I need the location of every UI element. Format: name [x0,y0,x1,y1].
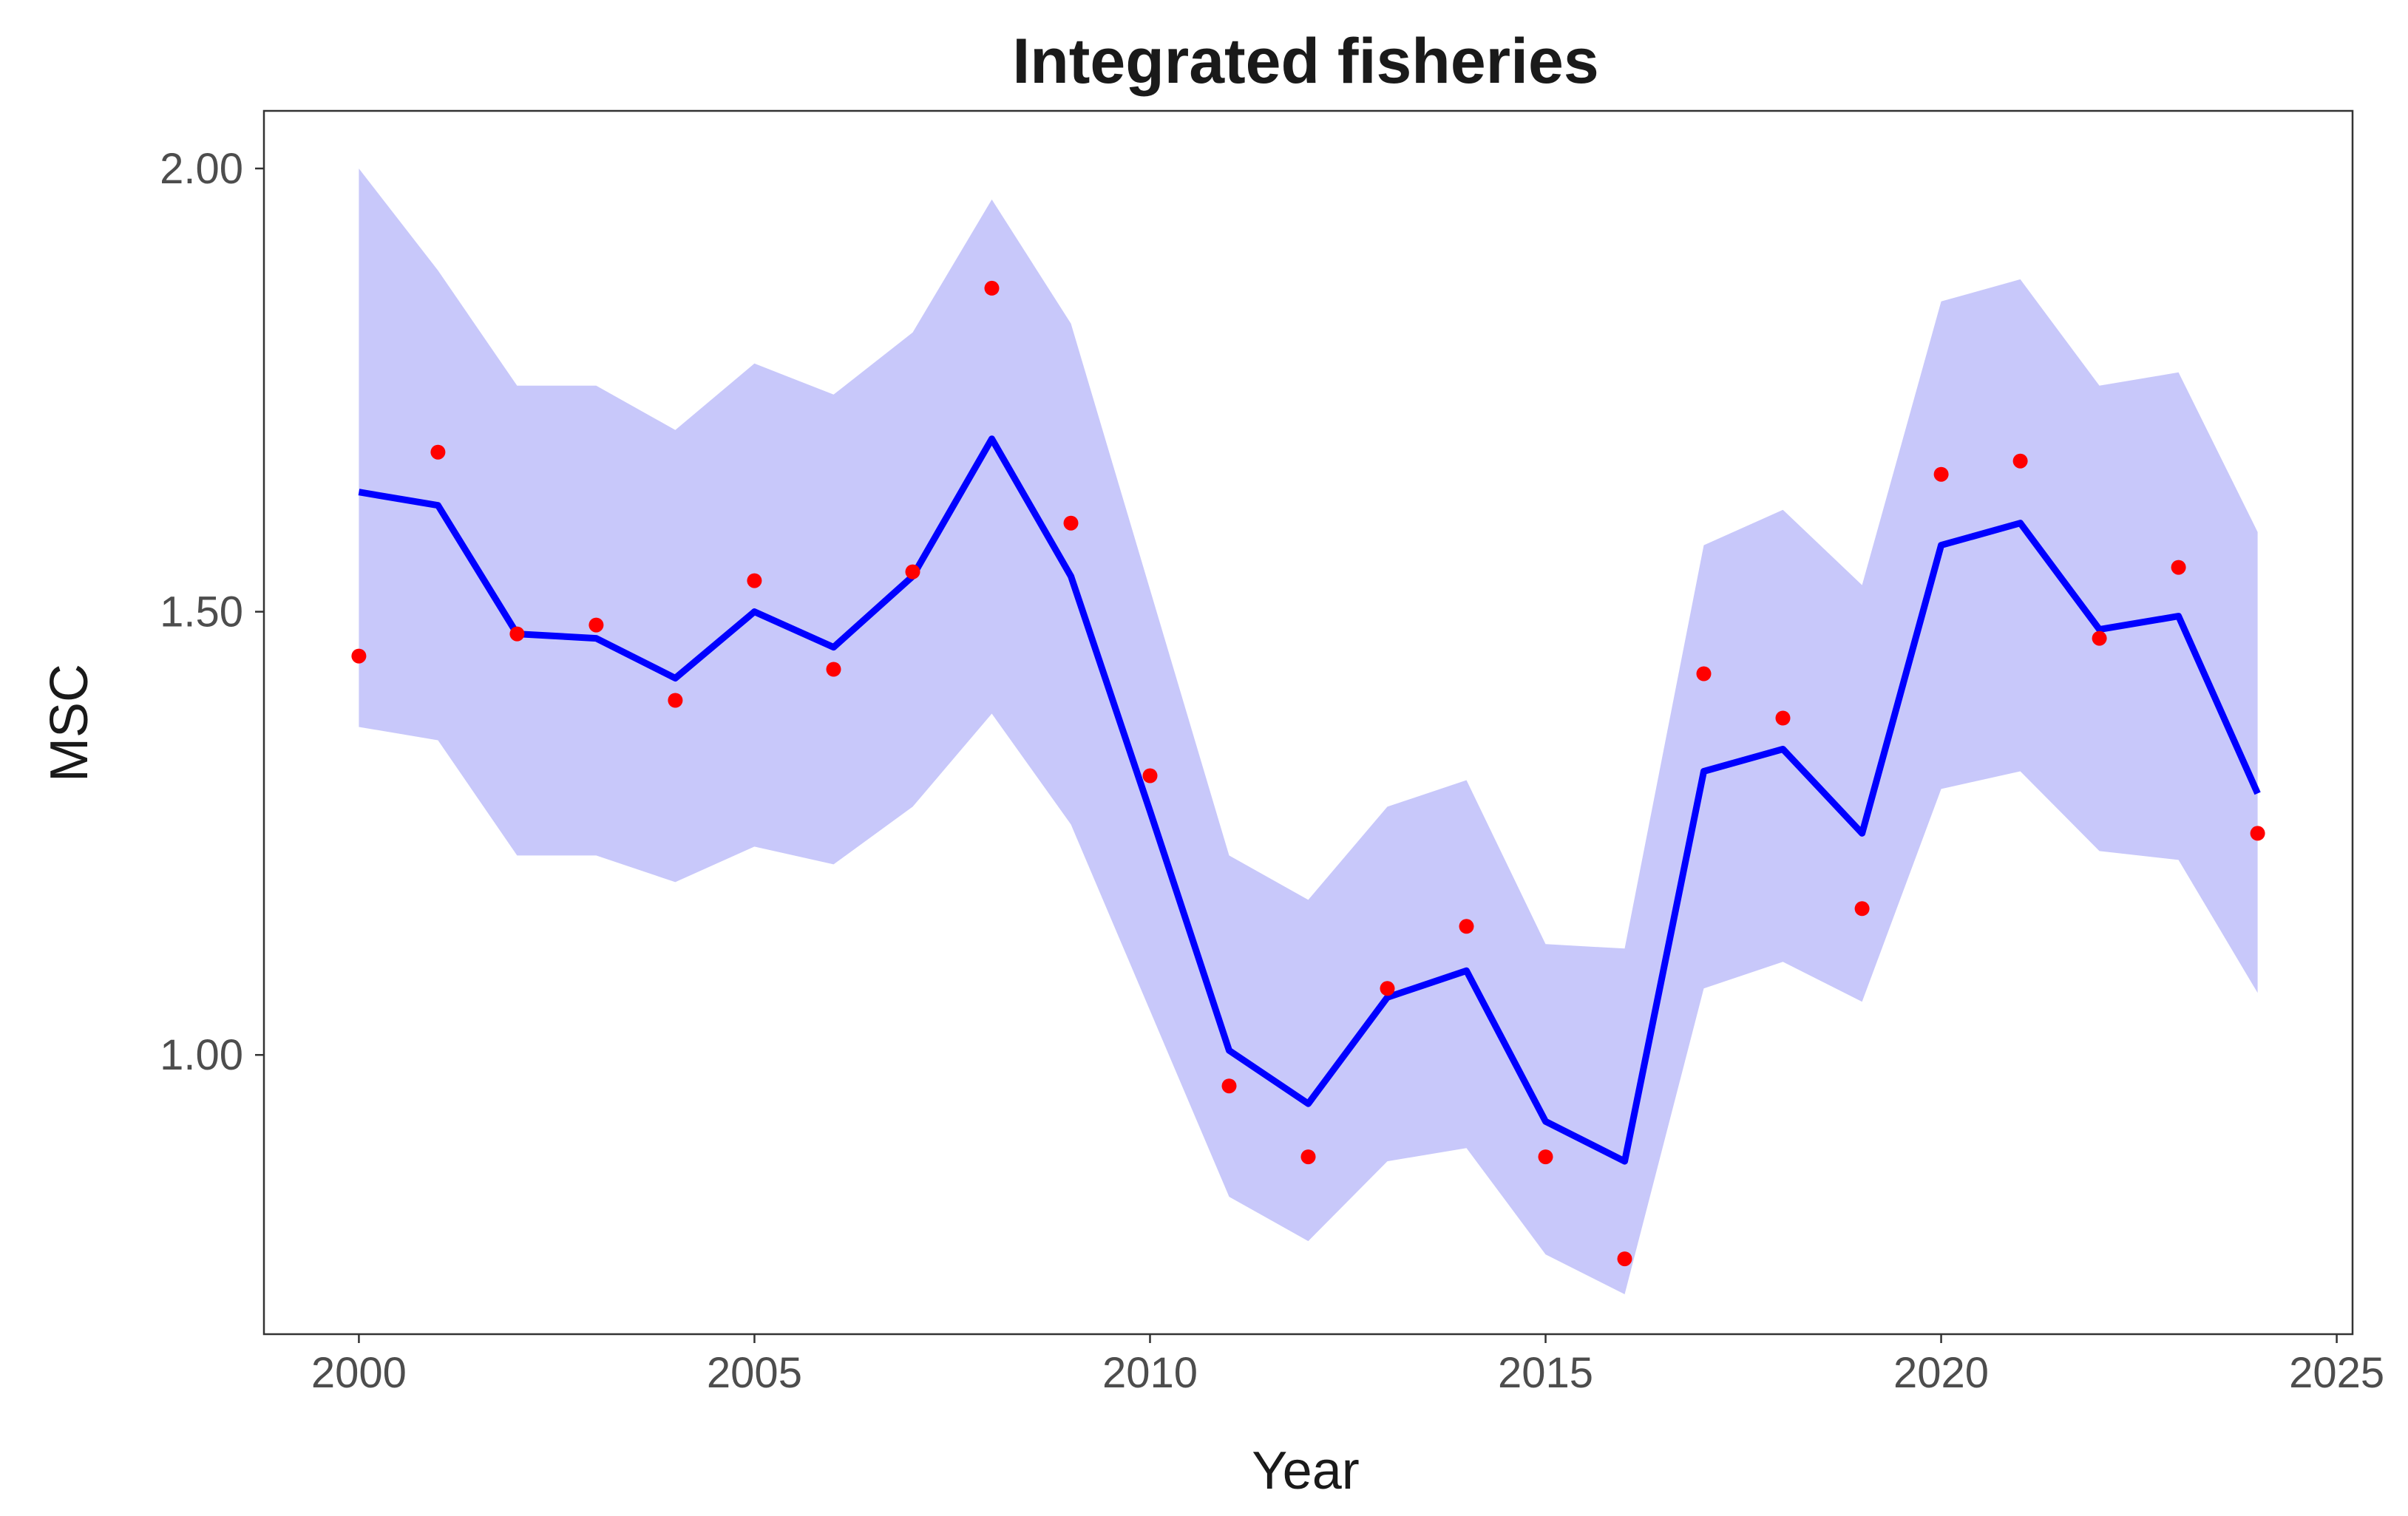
data-point [509,626,525,642]
data-point [1617,1251,1632,1267]
data-point [2171,560,2186,575]
data-point [1142,768,1158,784]
data-point [984,280,1000,296]
data-point [1933,466,1949,482]
x-axis-label: Year [1252,1441,1359,1500]
x-tick-label: 2020 [1893,1349,1989,1397]
plot-area [351,169,2265,1294]
data-point [905,564,920,579]
x-tick-label: 2015 [1498,1349,1593,1397]
trend-line [358,435,2261,1165]
x-tick-label: 2005 [707,1349,802,1397]
chart-title: Integrated fisheries [1012,26,1598,97]
data-point [1300,1149,1316,1165]
data-point [747,573,762,588]
data-point [589,617,604,633]
data-point [430,444,446,460]
y-axis-ticks: 1.00 1.50 2.00 [160,145,264,1079]
x-tick-label: 2010 [1102,1349,1198,1397]
data-point [1063,515,1079,531]
data-point [826,662,841,677]
x-tick-label: 2000 [311,1349,407,1397]
plot-frame [262,109,2354,1336]
confidence-band-layer [359,169,2258,1294]
data-point [1380,981,1395,996]
data-point [351,648,367,664]
data-point [1459,919,1474,934]
observed-points-layer [351,280,2265,1267]
data-point [1538,1149,1553,1165]
data-point [1775,710,1791,726]
y-axis-label: MSC [40,664,99,782]
y-tick-label: 2.00 [160,145,243,193]
data-point [1696,666,1712,681]
data-point [2250,826,2265,841]
trend-line-layer [358,435,2261,1165]
data-point [2092,630,2107,646]
confidence-band [359,169,2258,1294]
data-point [1221,1078,1237,1094]
data-point [1854,901,1870,917]
data-point [668,693,683,708]
data-point [2012,453,2028,469]
y-tick-label: 1.00 [160,1031,243,1079]
x-tick-label: 2025 [2289,1349,2384,1397]
x-axis-ticks: 2000 2005 2010 2015 2020 2025 [311,1334,2384,1397]
y-tick-label: 1.50 [160,588,243,636]
